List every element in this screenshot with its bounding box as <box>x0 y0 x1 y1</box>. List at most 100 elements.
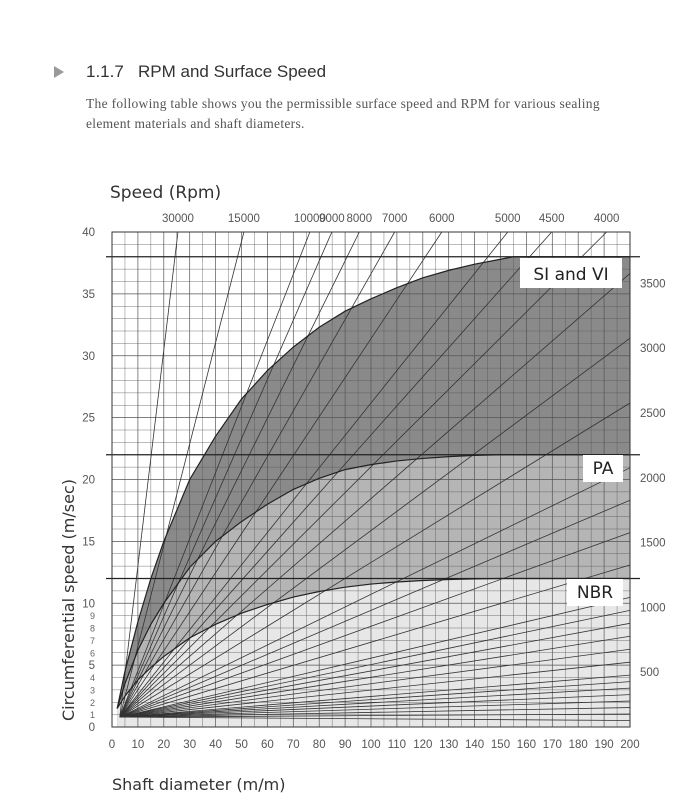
plot-frame <box>111 231 631 728</box>
right-rpm-label: 3000 <box>640 343 666 355</box>
x-tick-label: 190 <box>595 739 614 751</box>
y-axis-title: Circumferential speed (m/sec) <box>59 479 78 721</box>
top-rpm-label: 5000 <box>495 213 521 225</box>
y-tick-label: 0 <box>89 722 95 734</box>
x-tick-label: 90 <box>339 739 352 751</box>
right-rpm-label: 2500 <box>640 408 666 420</box>
y-tick-label-minor: 6 <box>90 648 95 658</box>
x-tick-label: 150 <box>491 739 510 751</box>
rpm-line <box>119 700 631 718</box>
x-tick-label: 30 <box>183 739 196 751</box>
y-tick-label-minor: 3 <box>90 685 95 695</box>
rpm-line <box>119 694 631 718</box>
rpm-line <box>119 231 311 718</box>
right-rpm-label: 3500 <box>640 278 666 290</box>
rpm-line <box>119 597 631 718</box>
rpm-line <box>119 713 631 718</box>
rpm-line <box>119 681 631 718</box>
y-tick-label: 15 <box>82 536 95 548</box>
curve-nbr <box>116 577 630 709</box>
y-tick-label: 35 <box>82 289 95 301</box>
top-rpm-label: 8000 <box>347 213 373 225</box>
top-rpm-label: 15000 <box>228 213 260 225</box>
y-tick-label-minor: 1 <box>90 710 95 720</box>
rpm-line <box>119 231 396 718</box>
rpm-line <box>119 231 607 718</box>
top-rpm-label: 7000 <box>382 213 408 225</box>
x-tick-label: 110 <box>388 739 406 751</box>
rpm-line <box>119 467 631 718</box>
top-rpm-label: 6000 <box>429 213 455 225</box>
rpm-line <box>119 635 631 718</box>
y-tick-label: 10 <box>82 598 95 610</box>
y-tick-label-minor: 9 <box>90 611 95 621</box>
rpm-line <box>119 564 631 718</box>
section-number: 1.1.7 <box>86 62 124 81</box>
x-tick-label: 120 <box>413 739 432 751</box>
x-tick-label: 10 <box>132 739 145 751</box>
rpm-line <box>119 622 631 718</box>
rpm-line <box>119 231 509 718</box>
x-tick-label: 20 <box>157 739 170 751</box>
y-tick-label: 40 <box>82 227 95 239</box>
rpm-line <box>119 273 631 718</box>
rpm-line <box>119 337 631 718</box>
x-tick-label: 80 <box>313 739 326 751</box>
rpm-line <box>119 707 631 718</box>
rpm-line <box>119 687 631 718</box>
section-title: 1.1.7 RPM and Surface Speed <box>86 62 326 82</box>
x-tick-label: 130 <box>439 739 458 751</box>
rpm-line <box>119 231 333 718</box>
legend-box-nbr <box>567 579 623 606</box>
x-tick-label: 0 <box>109 739 115 751</box>
legend-box-pa <box>583 455 623 482</box>
legend-label-pa: PA <box>593 459 614 479</box>
top-axis-title: Speed (Rpm) <box>110 183 221 203</box>
bullet-arrow-icon <box>54 66 64 78</box>
rpm-line <box>119 231 360 718</box>
x-tick-label: 140 <box>465 739 484 751</box>
x-tick-label: 170 <box>543 739 562 751</box>
rpm-line <box>119 674 631 718</box>
x-tick-label: 160 <box>517 739 536 751</box>
curve-pa <box>116 454 630 709</box>
rpm-line <box>119 532 631 718</box>
top-rpm-label: 4000 <box>594 213 620 225</box>
x-tick-label: 100 <box>361 739 380 751</box>
rpm-line <box>119 661 631 718</box>
rpm-line <box>119 648 631 718</box>
y-tick-label-minor: 2 <box>90 698 95 708</box>
rpm-line <box>119 231 245 718</box>
x-tick-label: 200 <box>620 739 639 751</box>
section-intro: The following table shows you the permis… <box>86 96 600 131</box>
y-tick-label: 5 <box>89 660 95 672</box>
rpm-line <box>119 716 631 721</box>
rpm-line <box>119 231 179 718</box>
x-tick-label: 50 <box>235 739 248 751</box>
x-tick-label: 70 <box>287 739 300 751</box>
legend-label-si-and-vi: SI and VI <box>533 265 608 285</box>
y-tick-label: 30 <box>82 351 95 363</box>
right-rpm-label: 1000 <box>640 602 666 614</box>
curve-si-and-vi <box>116 256 630 709</box>
legend-box-si-and-vi <box>520 258 622 288</box>
y-tick-label-minor: 4 <box>90 673 95 683</box>
rpm-line <box>119 231 443 718</box>
right-rpm-label: 2000 <box>640 473 666 485</box>
y-tick-label: 25 <box>82 413 95 425</box>
rpm-line <box>119 499 631 718</box>
right-rpm-label: 1500 <box>640 538 666 550</box>
x-tick-label: 60 <box>261 739 274 751</box>
y-tick-label: 20 <box>82 475 95 487</box>
y-tick-label-minor: 7 <box>90 636 95 646</box>
x-axis-title: Shaft diameter (m/m) <box>112 775 285 794</box>
top-rpm-label: 4500 <box>539 213 565 225</box>
top-rpm-label: 9000 <box>319 213 345 225</box>
section-title-text: RPM and Surface Speed <box>137 62 327 81</box>
top-rpm-label: 10000 <box>294 213 326 225</box>
right-rpm-label: 500 <box>640 667 659 679</box>
x-tick-label: 180 <box>569 739 588 751</box>
rpm-line <box>119 609 631 718</box>
top-rpm-label: 30000 <box>162 213 194 225</box>
